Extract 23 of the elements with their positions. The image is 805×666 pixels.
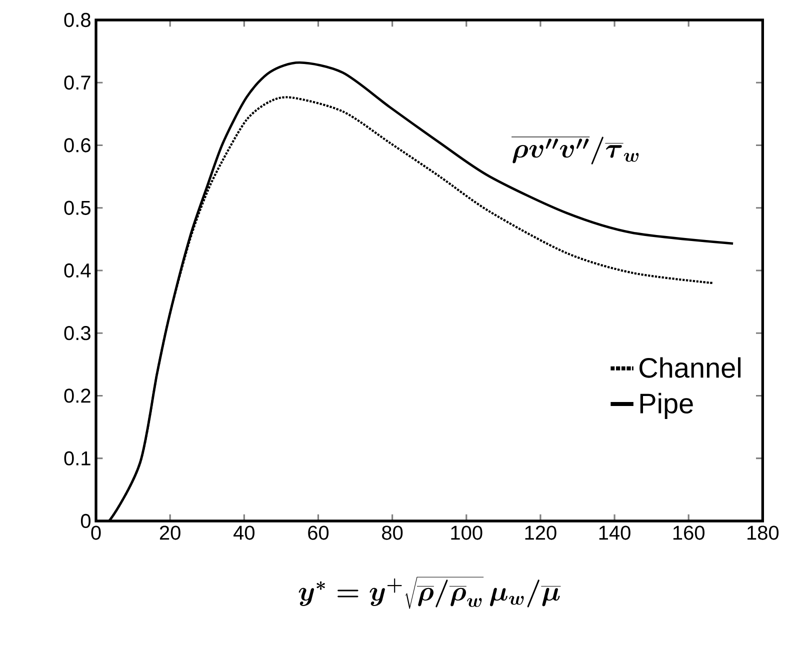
x-tick-label: 180 <box>748 526 779 540</box>
y-tick-label: 0.3 <box>64 326 90 340</box>
y-tick-label: 0.2 <box>64 388 90 403</box>
legend-label: Pipe <box>640 392 693 419</box>
y-tick-label: 0.6 <box>64 138 90 152</box>
y-tick-label: 0 <box>80 514 91 528</box>
x-tick-label: 100 <box>451 526 482 540</box>
y-tick-label: 0.8 <box>64 12 90 28</box>
x-tick-label: 60 <box>308 526 329 540</box>
x-tick-label: 80 <box>382 526 403 540</box>
y-tick-label: 0.7 <box>64 76 90 90</box>
x-tick-label: 40 <box>233 526 254 540</box>
x-tick-label: 120 <box>525 526 556 540</box>
legend-label: Channel <box>640 357 741 378</box>
x-axis-title: $y^* = y^+ \sqrt{\overline{\rho}/\overline{\rho}_w}\, \mu_w/\overline{\mu}$ <box>298 576 561 609</box>
x-tick-label: 20 <box>160 526 180 540</box>
annotation: $\overline{\rho v''v''}/\overline{\tau}_w$ <box>512 136 639 164</box>
x-tick-label: 160 <box>673 526 704 540</box>
y-tick-label: 0.4 <box>64 263 91 278</box>
x-tick-label: 140 <box>599 526 630 540</box>
y-tick-label: 0.1 <box>64 451 90 466</box>
y-tick-label: 0.5 <box>64 200 90 215</box>
x-tick-label: 0 <box>91 526 101 540</box>
